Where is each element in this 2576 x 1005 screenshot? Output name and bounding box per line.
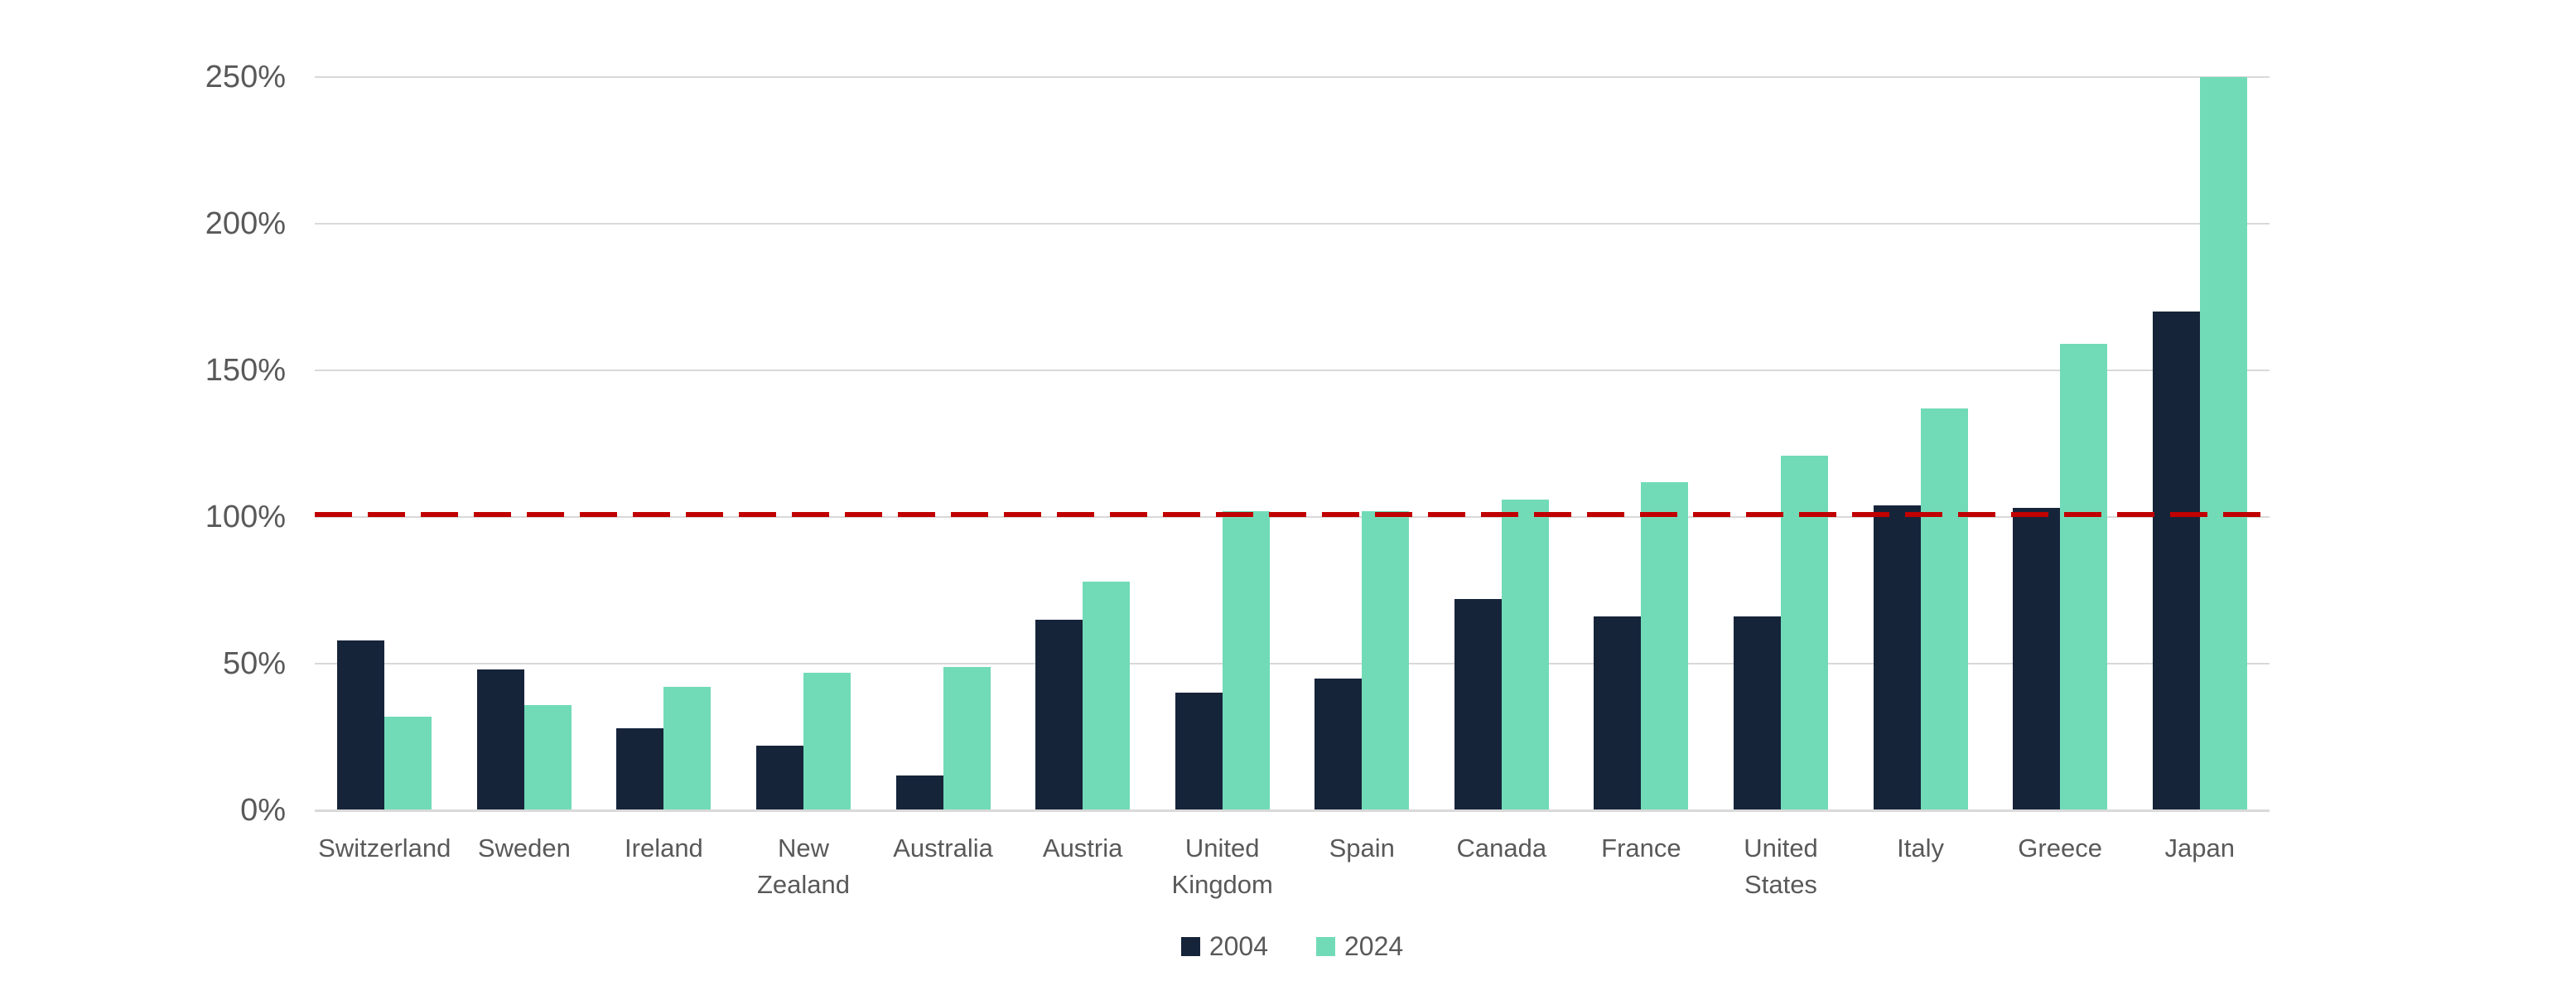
bar-2004-united-kingdom [1175, 693, 1223, 810]
bar-2004-france [1594, 616, 1642, 810]
bar-2004-austria [1035, 619, 1083, 810]
legend-label-2024: 2024 [1344, 931, 1404, 961]
x-axis-label-new-zealand: New Zealand [756, 833, 851, 899]
y-axis-label-0%: 0% [240, 793, 286, 828]
bar-2004-spain [1315, 678, 1363, 810]
legend-swatch-2024-icon [1316, 936, 1335, 956]
bar-2024-japan [2199, 77, 2247, 810]
gridline-50% [315, 663, 2270, 664]
y-axis-label-50%: 50% [222, 646, 286, 681]
bar-2024-australia [943, 666, 991, 810]
legend-swatch-2004-icon [1180, 936, 1200, 956]
bar-2024-greece [2060, 344, 2108, 810]
x-axis-label-japan: Japan [2164, 833, 2235, 862]
bar-2024-sweden [523, 704, 572, 810]
gridline-250% [315, 76, 2270, 78]
legend-label-2004: 2004 [1208, 931, 1268, 961]
x-axis-label-italy: Italy [1897, 833, 1944, 862]
x-axis-label-austria: Austria [1042, 833, 1123, 862]
x-axis-label-france: France [1601, 833, 1681, 862]
y-axis-label-150%: 150% [205, 353, 286, 388]
gridline-150% [315, 370, 2270, 371]
y-axis-label-250%: 250% [205, 60, 286, 94]
bar-2004-canada [1454, 599, 1502, 810]
y-axis-label-200%: 200% [205, 206, 286, 241]
x-axis-label-switzerland: Switzerland [318, 833, 451, 862]
x-axis-label-spain: Spain [1329, 833, 1395, 862]
bar-2004-japan [2152, 312, 2200, 810]
bar-2024-canada [1501, 499, 1549, 810]
x-axis-label-greece: Greece [2018, 833, 2102, 862]
bar-2024-united-kingdom [1222, 510, 1270, 810]
bar-2024-ireland [663, 687, 712, 810]
legend-item-2024: 2024 [1316, 933, 1403, 959]
gridline-200% [315, 223, 2270, 225]
bar-2024-italy [1920, 408, 1968, 810]
reference-line-100pct [315, 512, 2270, 517]
y-axis-label-100%: 100% [205, 500, 286, 534]
bar-2004-ireland [616, 727, 664, 810]
x-axis-label-united-states: United States [1744, 833, 1818, 899]
bar-2004-new-zealand [756, 746, 803, 810]
gridline-100% [315, 516, 2270, 518]
bar-2024-spain [1362, 510, 1410, 810]
bar-2004-greece [2013, 508, 2061, 810]
x-axis-label-united-kingdom: United Kingdom [1171, 833, 1273, 899]
x-axis-label-australia: Australia [893, 833, 993, 862]
x-axis-label-canada: Canada [1456, 833, 1547, 862]
bar-2004-united-states [1734, 616, 1781, 810]
x-axis-label-sweden: Sweden [477, 833, 571, 862]
bar-2024-austria [1083, 581, 1131, 810]
bar-2024-united-states [1781, 455, 1828, 810]
bar-2024-france [1641, 481, 1689, 810]
bar-2004-australia [895, 775, 943, 810]
gridline-0% [315, 809, 2270, 812]
bar-2024-new-zealand [803, 672, 851, 810]
bar-2004-sweden [476, 669, 524, 810]
legend: 2004 2024 [315, 933, 2270, 959]
bar-2004-switzerland [337, 640, 385, 810]
bar-2024-switzerland [384, 716, 432, 810]
legend-item-2004: 2004 [1180, 931, 1268, 961]
bar-2004-italy [1873, 505, 1921, 810]
x-axis-label-ireland: Ireland [625, 833, 703, 862]
